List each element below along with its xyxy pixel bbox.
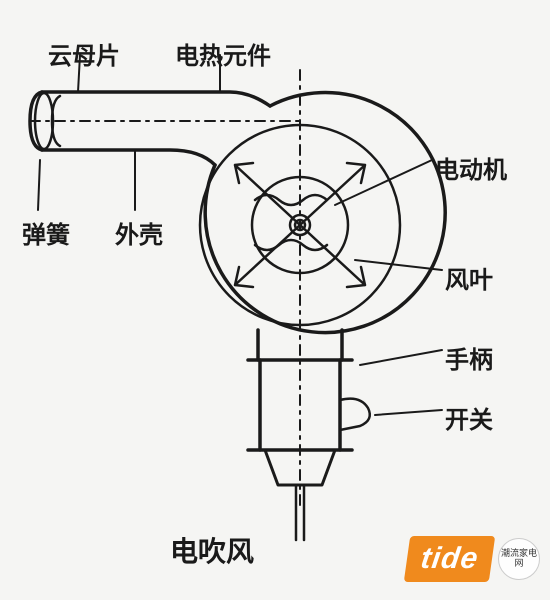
label-housing: 外壳 [115, 215, 163, 250]
diagram-title: 电吹风 [170, 530, 254, 570]
watermark: tide 潮流家电网 [407, 536, 540, 582]
label-motor: 电动机 [435, 150, 507, 185]
label-spring: 弹簧 [22, 215, 70, 250]
watermark-badge: tide [403, 536, 495, 582]
label-switch: 开关 [445, 400, 493, 435]
watermark-circle: 潮流家电网 [498, 538, 540, 580]
label-fan: 风叶 [445, 260, 493, 295]
diagram-svg [0, 0, 550, 600]
label-heater: 电热元件 [175, 36, 271, 71]
label-handle: 手柄 [445, 340, 493, 375]
label-mica: 云母片 [48, 36, 120, 71]
